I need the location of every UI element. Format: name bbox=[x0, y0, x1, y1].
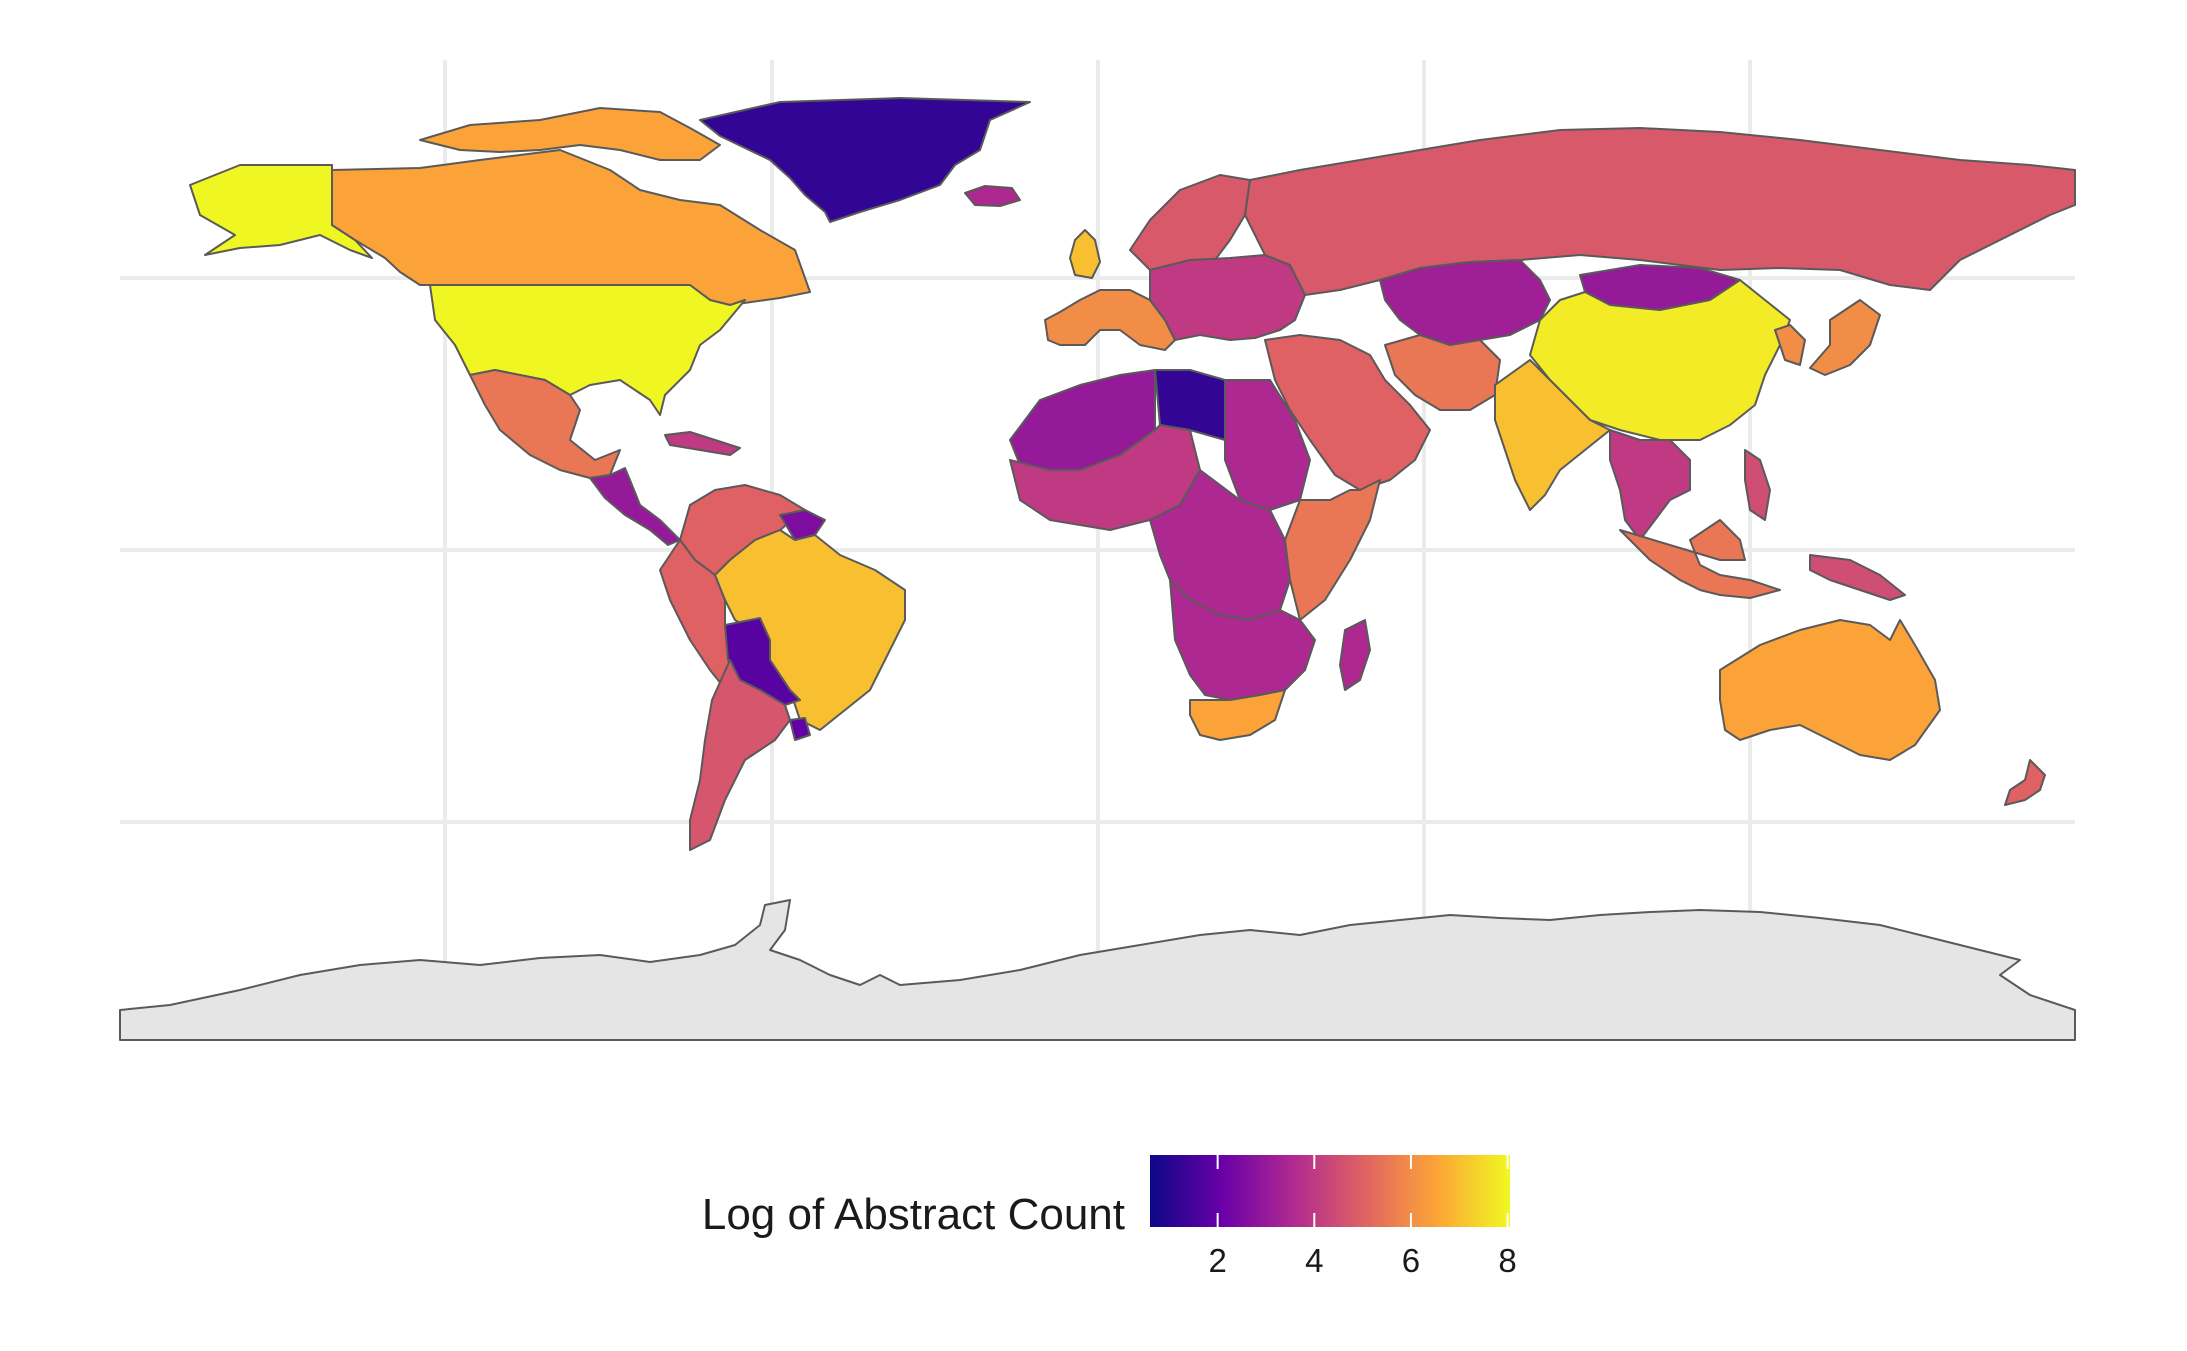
region-scandinavia bbox=[1129, 174, 1251, 271]
region-usa bbox=[429, 284, 746, 416]
region-korea-japan bbox=[1774, 299, 1881, 376]
region-central-america bbox=[589, 467, 681, 546]
region-southeast-asia bbox=[1609, 429, 1691, 541]
region-russia bbox=[1244, 127, 2076, 296]
region-new-zealand bbox=[2004, 759, 2046, 806]
region-eastern-europe bbox=[1149, 254, 1306, 341]
legend bbox=[1150, 1155, 1510, 1227]
region-madagascar bbox=[1339, 619, 1371, 691]
region-iceland bbox=[964, 185, 1021, 207]
region-western-europe bbox=[1044, 289, 1176, 351]
legend-title: Log of Abstract Count bbox=[701, 1190, 1125, 1239]
region-south-africa bbox=[1189, 689, 1286, 741]
region-india bbox=[1494, 359, 1611, 511]
region-canada-islands bbox=[419, 107, 721, 161]
legend-tick-label: 4 bbox=[1305, 1242, 1324, 1279]
region-canada bbox=[331, 149, 811, 306]
region-chile-argentina bbox=[689, 659, 791, 851]
legend-tick-label: 8 bbox=[1498, 1242, 1517, 1279]
legend-colorbar-ticks bbox=[1216, 1155, 1509, 1227]
region-east-africa bbox=[1284, 479, 1381, 621]
region-central-asia bbox=[1379, 259, 1551, 346]
region-uruguay bbox=[789, 717, 811, 741]
region-southern-africa bbox=[1169, 579, 1316, 701]
region-middle-east bbox=[1264, 334, 1431, 491]
countries-layer bbox=[119, 97, 2076, 1041]
region-greenland bbox=[699, 97, 1031, 223]
region-indonesia bbox=[1619, 519, 1781, 599]
region-australia bbox=[1719, 619, 1941, 761]
legend-colorbar bbox=[1150, 1155, 1510, 1227]
region-caribbean bbox=[664, 431, 741, 456]
region-papua bbox=[1809, 554, 1906, 601]
region-philippines bbox=[1744, 449, 1771, 521]
region-mexico bbox=[469, 369, 621, 479]
legend-tick-label: 2 bbox=[1208, 1242, 1227, 1279]
region-antarctica bbox=[119, 899, 2076, 1041]
region-uk bbox=[1069, 229, 1101, 279]
region-guianas bbox=[779, 509, 826, 541]
region-egypt-sudan bbox=[1224, 379, 1311, 511]
legend-tick-label: 6 bbox=[1401, 1242, 1421, 1279]
